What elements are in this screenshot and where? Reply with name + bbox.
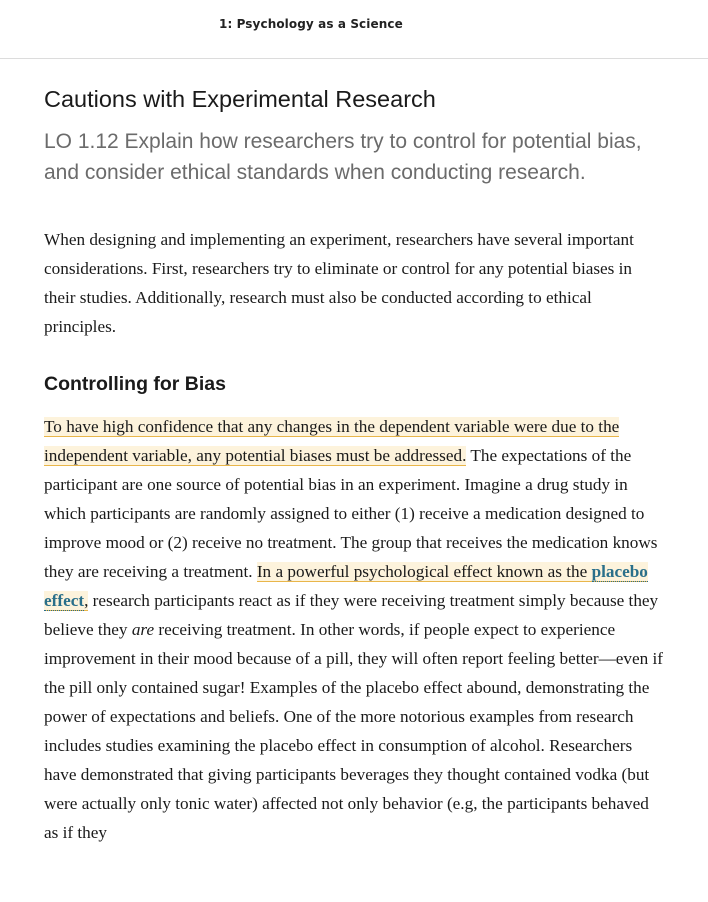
top-bar: 1: Psychology as a Science bbox=[0, 0, 708, 59]
body-text: receiving treatment. In other words, if … bbox=[44, 620, 664, 842]
chapter-title: 1: Psychology as a Science bbox=[219, 17, 403, 31]
body-text: The expectations of the participant are … bbox=[44, 446, 658, 581]
highlighted-text-part: In a powerful psychological effect known… bbox=[256, 562, 592, 581]
section-title: Cautions with Experimental Research bbox=[44, 86, 436, 112]
main-content: Cautions with Experimental Research LO 1… bbox=[44, 84, 664, 847]
emphasis-text: are bbox=[131, 620, 155, 639]
intro-paragraph: When designing and implementing an exper… bbox=[44, 230, 634, 336]
highlighted-text-end: , bbox=[84, 591, 89, 610]
body-paragraph: To have high confidence that any changes… bbox=[44, 412, 664, 847]
body-text: research participants react as if they w… bbox=[44, 591, 659, 639]
subsection-title: Controlling for Bias bbox=[44, 373, 226, 395]
learning-objective: LO 1.12 Explain how researchers try to c… bbox=[44, 130, 642, 184]
glossary-term-link[interactable]: placebo effect bbox=[44, 562, 648, 611]
